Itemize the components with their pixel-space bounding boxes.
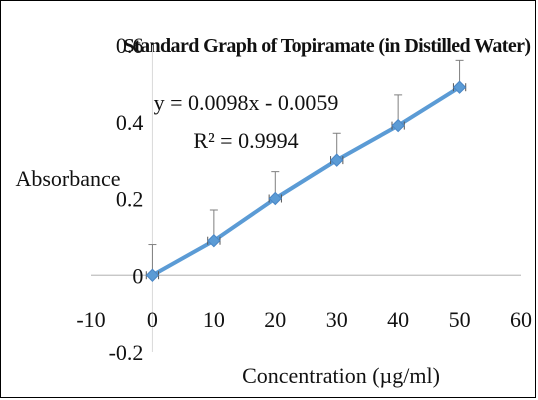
data-point <box>391 118 405 133</box>
y-tick-label: -0.2 <box>109 340 144 365</box>
chart-title: Standard Graph of Topiramate (in Distill… <box>124 35 531 57</box>
x-tick-label: 40 <box>387 307 409 332</box>
x-tick-label: 10 <box>203 307 225 332</box>
x-tick-label: 60 <box>510 307 532 332</box>
x-tick-label: -10 <box>76 307 105 332</box>
y-tick-label: 0.4 <box>116 110 144 135</box>
data-point <box>145 268 160 282</box>
y-tick-label: 0.2 <box>116 187 144 212</box>
y-tick-label: 0.6 <box>116 33 144 58</box>
x-tick-label: 0 <box>147 307 158 332</box>
data-point <box>207 234 221 248</box>
regression-equation: y = 0.0098x - 0.0059 <box>154 90 339 115</box>
x-tick-label: 30 <box>326 307 348 332</box>
series-line <box>150 85 462 278</box>
y-axis-title: Absorbance <box>15 166 120 191</box>
data-point <box>330 153 344 167</box>
x-axis-title: Concentration (µg/ml) <box>242 363 440 388</box>
x-tick-label: 50 <box>449 307 471 332</box>
y-tick-label: 0 <box>132 263 143 288</box>
data-point <box>268 191 282 206</box>
r-squared-label: R² = 0.9994 <box>193 128 298 153</box>
x-tick-label: 20 <box>264 307 286 332</box>
data-point <box>452 80 467 94</box>
